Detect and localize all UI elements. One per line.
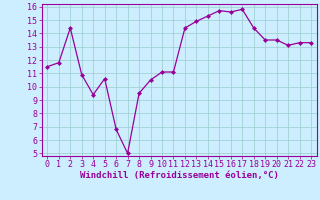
X-axis label: Windchill (Refroidissement éolien,°C): Windchill (Refroidissement éolien,°C) — [80, 171, 279, 180]
